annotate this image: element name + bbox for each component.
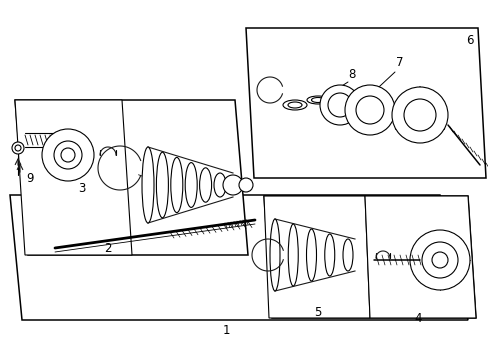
Text: 7: 7 xyxy=(395,57,403,69)
Ellipse shape xyxy=(287,224,298,286)
Circle shape xyxy=(239,178,252,192)
Ellipse shape xyxy=(306,96,328,104)
Circle shape xyxy=(403,99,435,131)
Text: 2: 2 xyxy=(104,242,112,255)
Circle shape xyxy=(319,85,359,125)
Polygon shape xyxy=(245,28,485,178)
Circle shape xyxy=(409,230,469,290)
Text: 4: 4 xyxy=(413,311,421,324)
Text: 5: 5 xyxy=(314,306,321,319)
Circle shape xyxy=(61,148,75,162)
Polygon shape xyxy=(10,195,467,320)
Ellipse shape xyxy=(324,234,334,276)
Polygon shape xyxy=(15,100,247,255)
Ellipse shape xyxy=(156,152,168,218)
Polygon shape xyxy=(15,100,132,255)
Circle shape xyxy=(391,87,447,143)
Ellipse shape xyxy=(311,98,324,103)
Circle shape xyxy=(421,242,457,278)
Text: 9: 9 xyxy=(26,171,34,184)
Text: 8: 8 xyxy=(347,68,355,81)
Ellipse shape xyxy=(214,173,225,197)
Ellipse shape xyxy=(142,147,154,223)
Ellipse shape xyxy=(306,229,316,281)
Ellipse shape xyxy=(287,102,302,108)
Circle shape xyxy=(431,252,447,268)
Ellipse shape xyxy=(269,219,280,291)
Ellipse shape xyxy=(170,157,183,213)
Ellipse shape xyxy=(342,239,352,271)
Text: 3: 3 xyxy=(78,181,85,194)
Text: 1: 1 xyxy=(222,324,229,337)
Circle shape xyxy=(42,129,94,181)
Ellipse shape xyxy=(199,168,211,202)
Circle shape xyxy=(54,141,82,169)
Polygon shape xyxy=(264,196,475,318)
Ellipse shape xyxy=(283,100,306,110)
Polygon shape xyxy=(364,196,475,318)
Ellipse shape xyxy=(185,163,197,207)
Circle shape xyxy=(223,175,243,195)
Polygon shape xyxy=(264,196,369,318)
Text: 6: 6 xyxy=(465,33,473,46)
Circle shape xyxy=(355,96,383,124)
Circle shape xyxy=(327,93,351,117)
Circle shape xyxy=(345,85,394,135)
Circle shape xyxy=(12,142,24,154)
